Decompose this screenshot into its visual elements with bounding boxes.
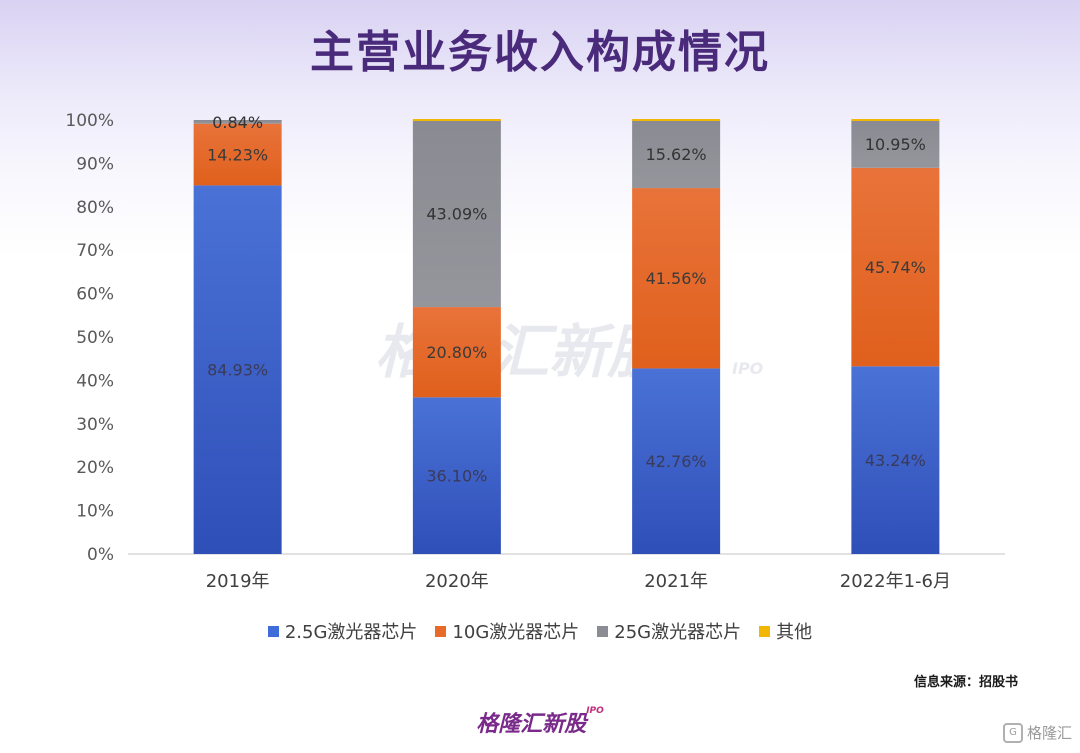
data-label: 10.95% [865, 135, 926, 154]
data-label: 0.84% [212, 113, 263, 132]
legend-label-other: 其他 [776, 622, 813, 643]
brand-g-icon: G [1002, 722, 1023, 743]
data-label: 14.23% [207, 146, 268, 165]
legend-item-25g: 25G激光器芯片 [597, 618, 741, 644]
bar-segment-other-cap [632, 119, 721, 121]
data-label: 84.93% [207, 361, 268, 380]
bar-segment-other-cap [412, 119, 501, 121]
page-title: 主营业务收入构成情况 [310, 27, 770, 78]
legend-item-2-5g: 2.5G激光器芯片 [267, 618, 418, 644]
bar-segment-2-5g [193, 185, 282, 554]
x-tick-label: 2019年 [206, 571, 270, 592]
bar-segment-2-5g [632, 368, 721, 554]
corner-watermark: G 格隆汇 [1002, 722, 1072, 743]
y-tick-label: 0% [87, 545, 114, 565]
bar-segment-2-5g [851, 366, 940, 554]
legend-item-10g: 10G激光器芯片 [435, 618, 579, 644]
y-tick-label: 40% [76, 371, 114, 391]
data-label: 36.10% [426, 467, 487, 486]
data-label: 41.56% [646, 269, 707, 288]
y-tick-label: 80% [76, 198, 114, 218]
legend-label-10g: 10G激光器芯片 [452, 622, 580, 643]
bar-segment-25g [193, 120, 282, 124]
bar-segment-2-5g [412, 397, 501, 554]
y-tick-label: 90% [76, 154, 114, 174]
bar-segment-25g [632, 120, 721, 189]
legend-item-other: 其他 [759, 618, 812, 644]
corner-watermark-text: 格隆汇 [1026, 724, 1072, 742]
legend-swatch-25g [597, 625, 609, 637]
source-note: 信息来源：招股书 [913, 675, 1018, 690]
x-tick-label: 2020年 [425, 571, 489, 592]
watermark-sub: IPO [732, 359, 764, 378]
legend-label-2-5g: 2.5G激光器芯片 [284, 622, 418, 643]
chart-legend: 2.5G激光器芯片 10G激光器芯片 25G激光器芯片 其他 [0, 618, 1080, 644]
legend-label-25g: 25G激光器芯片 [614, 622, 742, 643]
legend-swatch-other [759, 625, 771, 637]
footer-logo: 格隆汇新股IPO [0, 706, 1080, 738]
bar-segment-other-cap [851, 119, 940, 121]
legend-swatch-10g [435, 625, 447, 637]
y-tick-label: 50% [76, 328, 114, 348]
data-label: 43.24% [865, 451, 926, 470]
data-label: 45.74% [865, 258, 926, 277]
data-label: 42.76% [646, 452, 707, 471]
y-tick-label: 60% [76, 285, 114, 305]
footer-logo-text: 格隆汇新股 [476, 712, 587, 737]
bar-segment-10g [193, 123, 282, 186]
y-tick-label: 100% [65, 111, 114, 131]
bar-segment-25g [851, 120, 940, 168]
bar-segment-25g [412, 120, 501, 308]
y-tick-label: 30% [76, 415, 114, 435]
x-tick-label: 2021年 [644, 571, 708, 592]
footer-logo-sub: IPO [586, 706, 604, 716]
bar-segment-10g [412, 307, 501, 398]
data-label: 43.09% [426, 205, 487, 224]
y-tick-label: 20% [76, 458, 114, 478]
stacked-bar-chart: 格隆汇新股 IPO 0%10%20%30%40%50%60%70%80%90%1… [65, 111, 1005, 592]
y-tick-label: 70% [76, 241, 114, 261]
x-tick-label: 2022年1-6月 [840, 571, 951, 592]
data-label: 20.80% [426, 343, 487, 362]
y-tick-label: 10% [76, 502, 114, 522]
data-label: 15.62% [646, 145, 707, 164]
bar-segment-10g [851, 167, 940, 367]
legend-swatch-2-5g [267, 625, 279, 637]
bar-segment-10g [632, 188, 721, 369]
